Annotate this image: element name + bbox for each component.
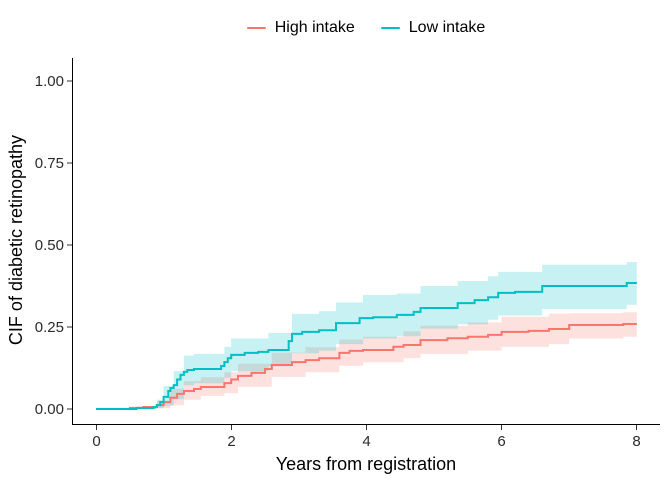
y-axis-title: CIF of diabetic retinopathy	[6, 135, 26, 345]
x-tick-label-2: 2	[227, 433, 235, 450]
y-axis-tick-marks	[67, 80, 72, 410]
series-low-intake-confidence-band	[136, 262, 637, 409]
legend: High intake Low intake	[72, 16, 660, 40]
y-tick-label-050: 0.50	[35, 237, 64, 254]
legend-item-high-intake: High intake	[246, 19, 355, 36]
x-tick-label-4: 4	[362, 433, 370, 450]
x-axis-tick-marks	[96, 425, 637, 430]
y-tick-label-100: 1.00	[35, 73, 64, 90]
x-tick-label-6: 6	[497, 433, 505, 450]
y-tick-label-025: 0.25	[35, 319, 64, 336]
legend-key-line-low-intake	[380, 26, 400, 30]
y-tick-label-000: 0.00	[35, 401, 64, 418]
x-tick-label-8: 8	[632, 433, 640, 450]
series-high-intake-confidence-band	[129, 312, 637, 409]
legend-item-low-intake: Low intake	[380, 19, 486, 36]
x-tick-label-0: 0	[92, 433, 100, 450]
x-axis-title: Years from registration	[276, 454, 456, 474]
legend-label-low-intake: Low intake	[408, 19, 486, 36]
series-low-intake-step-line	[96, 282, 637, 410]
legend-key-line-high-intake	[246, 26, 266, 30]
series-layer	[96, 262, 637, 410]
y-tick-label-075: 0.75	[35, 155, 64, 172]
series-high-intake-step-line	[96, 323, 637, 410]
legend-label-high-intake: High intake	[274, 19, 355, 36]
